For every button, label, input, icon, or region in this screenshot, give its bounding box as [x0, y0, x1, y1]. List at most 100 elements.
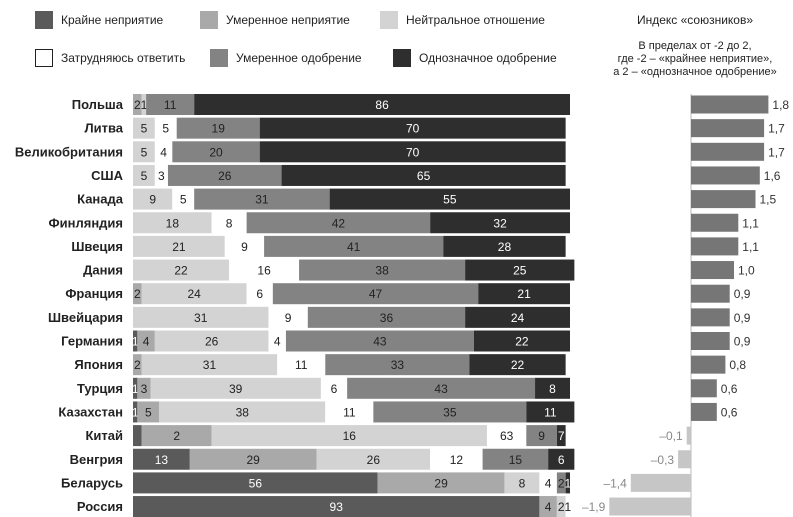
legend-swatch — [393, 49, 411, 67]
bar-value-label: 19 — [212, 122, 226, 136]
category-label: Дания — [83, 263, 123, 278]
index-value-label: 0,9 — [734, 311, 751, 325]
bar-value-label: 47 — [369, 287, 383, 301]
index-bar — [678, 450, 691, 469]
index-bar — [609, 497, 691, 516]
bar-value-label: 5 — [141, 169, 148, 183]
bar-segment — [133, 448, 190, 470]
bar-value-label: 1 — [564, 500, 571, 514]
bar-segment — [133, 212, 212, 234]
bar-value-label: 11 — [164, 98, 177, 112]
index-bar — [691, 379, 717, 398]
bar-value-label: 25 — [513, 264, 527, 278]
bar-value-label: 70 — [406, 145, 420, 159]
bar-value-label: 18 — [166, 216, 180, 230]
bar-segment — [526, 425, 557, 447]
bar-segment — [172, 141, 260, 163]
bar-value-label: 15 — [509, 453, 523, 467]
bar-segment — [259, 117, 566, 139]
bar-segment — [141, 94, 147, 115]
index-value-label: 0,9 — [734, 287, 751, 301]
index-value-label: –0,3 — [651, 453, 675, 467]
bar-segment — [469, 354, 566, 376]
index-bar — [691, 119, 765, 138]
bar-value-label: 22 — [174, 264, 188, 278]
bar-value-label: 9 — [538, 429, 545, 443]
legend-label: Однозначное одобрение — [419, 51, 557, 65]
bar-segment — [133, 377, 138, 399]
bar-segment — [504, 472, 540, 494]
bar-segment — [172, 188, 195, 210]
bar-segment — [211, 425, 487, 447]
bar-segment — [141, 283, 247, 305]
category-label: США — [91, 168, 123, 183]
bar-segment — [133, 94, 142, 115]
bar-segment — [465, 306, 570, 328]
category-label: Польша — [72, 97, 124, 112]
bar-value-label: 5 — [141, 145, 148, 159]
index-bar — [691, 261, 734, 280]
bar-value-label: 29 — [246, 453, 260, 467]
bar-segment — [154, 164, 168, 186]
category-label: Швеция — [71, 239, 123, 254]
index-bar — [691, 190, 756, 209]
bar-value-label: 28 — [498, 240, 512, 254]
bar-segment — [141, 354, 278, 376]
bar-value-label: 20 — [209, 145, 223, 159]
legend-item-moderate-rejection: Умеренное неприятие — [200, 11, 350, 29]
category-label: Финляндия — [49, 215, 123, 230]
bar-segment — [259, 141, 566, 163]
bar-value-label: 2 — [558, 500, 565, 514]
bar-segment — [146, 94, 195, 115]
bar-segment — [133, 330, 138, 352]
bar-segment — [246, 212, 431, 234]
bar-segment — [325, 401, 374, 423]
index-value-label: 0,8 — [729, 358, 746, 372]
bar-segment — [316, 448, 431, 470]
index-value-label: –0,1 — [659, 429, 683, 443]
bar-value-label: 2 — [173, 429, 180, 443]
bar-value-label: 1 — [132, 382, 139, 396]
bar-value-label: 4 — [274, 335, 281, 349]
bar-value-label: 63 — [500, 429, 514, 443]
bar-value-label: 24 — [188, 287, 202, 301]
category-label: Россия — [77, 499, 123, 514]
bar-segment — [526, 401, 575, 423]
bar-segment — [133, 141, 155, 163]
legend-item-strong-rejection: Крайне неприятие — [35, 11, 163, 29]
legend-swatch — [35, 49, 53, 67]
index-value-label: 0,6 — [721, 405, 738, 419]
index-value-label: 1,0 — [738, 264, 755, 278]
legend-swatch — [200, 11, 218, 29]
bar-segment — [443, 235, 566, 257]
legend-label: Умеренное неприятие — [226, 13, 350, 27]
bar-segment — [565, 472, 570, 494]
bar-segment — [154, 141, 173, 163]
bar-segment — [133, 117, 155, 139]
index-note: В пределах от -2 до 2, где -2 – «крайнее… — [600, 40, 790, 79]
bar-segment — [133, 306, 269, 328]
bar-segment — [246, 283, 273, 305]
bar-value-label: 55 — [443, 193, 457, 207]
bar-segment — [154, 117, 177, 139]
bar-value-label: 11 — [295, 358, 308, 372]
bar-segment — [133, 164, 155, 186]
bar-segment — [133, 496, 540, 517]
bar-value-label: 35 — [443, 405, 457, 419]
index-note-line: где -2 – «крайнее неприятие», — [617, 53, 773, 65]
legend-swatch — [380, 11, 398, 29]
index-value-label: 1,6 — [764, 169, 781, 183]
bar-value-label: 26 — [205, 335, 219, 349]
bar-segment — [133, 235, 225, 257]
bar-segment — [347, 377, 536, 399]
bar-segment — [548, 448, 575, 470]
bar-segment — [556, 496, 566, 517]
bar-value-label: 41 — [347, 240, 361, 254]
bar-segment — [272, 283, 479, 305]
category-label: Китай — [85, 428, 123, 443]
bar-value-label: 6 — [256, 287, 263, 301]
bar-value-label: 12 — [450, 453, 464, 467]
index-bar — [691, 308, 730, 327]
legend-item-undecided: Затрудняюсь ответить — [35, 49, 185, 67]
bar-value-label: 13 — [155, 453, 169, 467]
